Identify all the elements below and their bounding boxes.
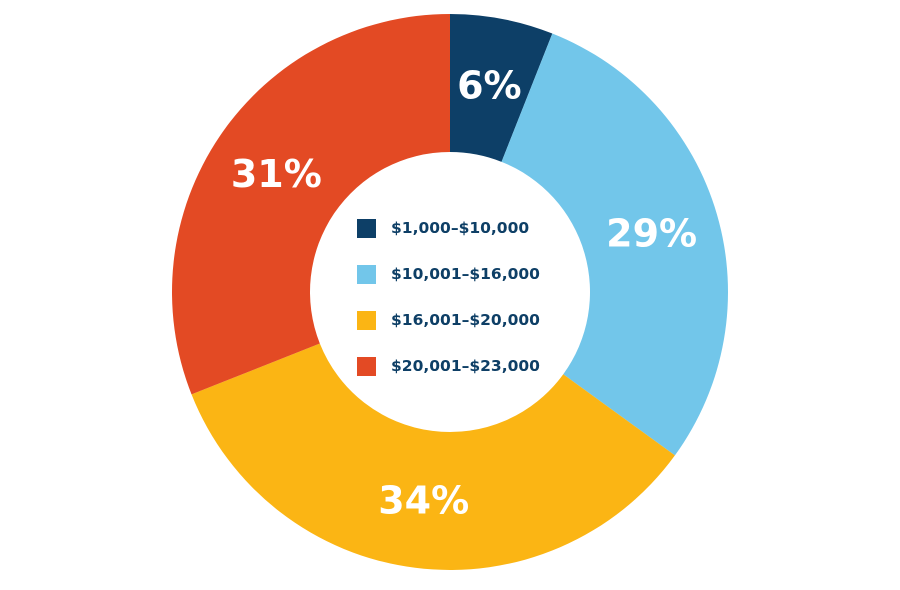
legend-item: $20,001–$23,000 <box>357 343 577 389</box>
donut-slice <box>171 14 450 395</box>
legend-swatch <box>357 356 376 376</box>
legend: $1,000–$10,000 $10,001–$16,000 $16,001–$… <box>357 205 577 389</box>
legend-swatch <box>357 218 376 238</box>
slice-value-label: 34% <box>378 478 469 522</box>
legend-label: $10,001–$16,000 <box>391 265 540 283</box>
donut-slice <box>450 14 553 162</box>
donut-slice <box>501 33 728 456</box>
slice-label-group: 6% 29% 34% 31% <box>231 64 697 523</box>
legend-item: $10,001–$16,000 <box>357 251 577 297</box>
slice-value-label: 6% <box>457 64 522 108</box>
legend-label: $16,001–$20,000 <box>391 311 540 329</box>
legend-item: $1,000–$10,000 <box>357 205 577 251</box>
slice-value-label: 31% <box>231 152 322 196</box>
legend-label: $20,001–$23,000 <box>391 357 540 375</box>
donut-slice <box>191 343 675 570</box>
legend-item: $16,001–$20,000 <box>357 297 577 343</box>
slice-value-label: 29% <box>606 211 697 255</box>
legend-swatch <box>357 264 376 284</box>
slice-group <box>171 14 728 570</box>
legend-label: $1,000–$10,000 <box>391 219 530 237</box>
legend-swatch <box>357 310 376 330</box>
